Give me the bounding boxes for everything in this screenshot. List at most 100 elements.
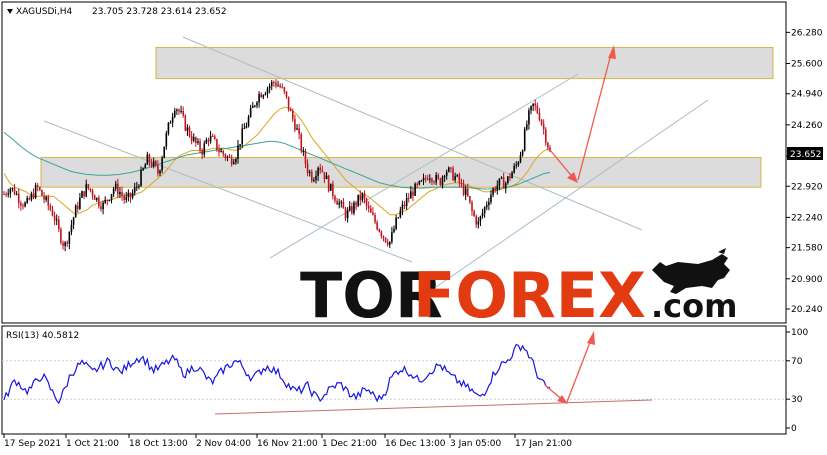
candle-body (424, 178, 427, 180)
candle-body (182, 110, 184, 116)
rsi-tick-label: 70 (791, 357, 803, 367)
candle-body (498, 178, 501, 186)
time-tick-label: 1 Oct 21:00 (66, 439, 119, 449)
candle-body (36, 185, 39, 188)
candle-body (338, 202, 340, 205)
candle-body (127, 192, 130, 197)
candle-body (9, 188, 12, 194)
rsi-levels (2, 360, 786, 400)
candle-body (222, 150, 225, 155)
candle-body (542, 124, 545, 130)
candle-body (306, 163, 309, 174)
candle-body (418, 180, 421, 185)
candle-body (386, 242, 389, 245)
candle-body (144, 164, 147, 169)
candle-body (136, 186, 138, 188)
symbol-label: XAGUSDi,H4 (16, 7, 72, 17)
candle-body (504, 182, 507, 189)
candle-body (125, 196, 128, 200)
candle-body (22, 205, 24, 207)
candle-body (346, 210, 349, 219)
candle-body (119, 191, 121, 195)
candle-body (70, 224, 73, 232)
candle-body (515, 164, 518, 166)
candle-body (460, 183, 463, 185)
candle-body (538, 112, 541, 121)
price-tick-label: 26.280 (791, 28, 823, 38)
channel-lines (43, 36, 709, 299)
candle-body (131, 192, 134, 198)
candle-body (483, 207, 486, 214)
candle-body (496, 185, 499, 191)
candle-body (95, 197, 98, 200)
candle-body (104, 199, 106, 203)
candle-body (321, 170, 324, 173)
candle-body (323, 172, 326, 180)
candle-body (292, 111, 294, 119)
candle-body (435, 175, 437, 183)
candle-body (201, 150, 203, 155)
candle-body (34, 185, 37, 198)
candle-body (374, 214, 376, 223)
candle-body (391, 232, 393, 242)
candle-body (502, 177, 505, 189)
candle-body (247, 116, 250, 126)
candle-body (197, 141, 199, 143)
candle-body (76, 205, 79, 209)
time-tick-label: 1 Dec 21:00 (322, 439, 377, 449)
candle-body (485, 205, 488, 208)
forecast-arrows (549, 45, 616, 183)
candle-body (405, 197, 408, 207)
time-tick-label: 17 Sep 2021 (4, 439, 61, 449)
price-tick-label: 20.900 (791, 275, 823, 285)
candle-body (79, 197, 81, 209)
candle-body (17, 193, 20, 204)
candle-body (256, 102, 258, 106)
time-tick-label: 2 Nov 04:00 (196, 439, 251, 449)
candle-body (157, 165, 159, 174)
candle-body (47, 197, 50, 206)
candle-body (60, 229, 62, 243)
candle-body (180, 110, 182, 112)
candle-body (300, 134, 303, 152)
candle-body (266, 88, 269, 94)
price-tick-label: 22.920 (791, 182, 823, 192)
candle-body (357, 194, 359, 206)
candle-body (239, 144, 241, 146)
price-axis: 26.28025.60024.94024.26023.58022.92022.2… (786, 28, 823, 315)
candle-body (401, 204, 404, 211)
candle-body (393, 229, 395, 233)
dropdown-icon[interactable] (7, 9, 13, 14)
candle-body (249, 107, 252, 117)
candle-body (85, 184, 88, 197)
candle-body (64, 242, 66, 246)
candle-body (98, 197, 100, 207)
candle-body (5, 194, 7, 196)
candle-body (279, 85, 281, 88)
candle-body (420, 180, 423, 182)
rsi-arrow-up-head (587, 331, 595, 345)
candle-body (363, 193, 366, 199)
candle-body (121, 191, 123, 196)
candle-body (351, 206, 353, 214)
candle-body (220, 150, 222, 153)
candle-body (226, 156, 229, 158)
candle-body (192, 137, 195, 141)
candle-body (199, 141, 201, 151)
price-tick-label: 22.240 (791, 213, 823, 223)
candle-body (426, 178, 429, 180)
candle-body (106, 199, 109, 201)
candle-body (207, 139, 210, 142)
candle-body (327, 175, 330, 191)
candle-body (190, 136, 193, 141)
candle-body (490, 194, 492, 203)
candle-body (133, 187, 136, 193)
candle-body (142, 168, 144, 170)
candle-body (110, 194, 113, 201)
bull-icon (652, 248, 730, 294)
candle-body (521, 150, 524, 156)
candle-body (380, 231, 383, 237)
candle-body (294, 118, 296, 130)
candle-body (395, 217, 397, 230)
